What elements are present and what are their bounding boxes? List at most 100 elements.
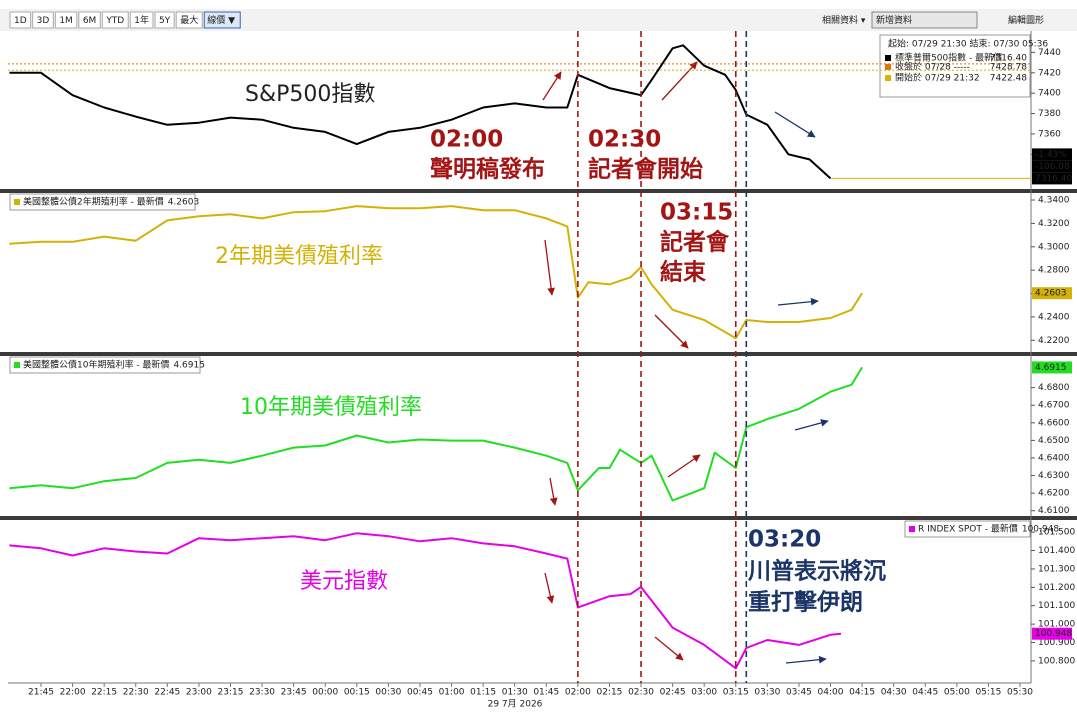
- event-caption: 結束: [660, 259, 707, 286]
- range-button[interactable]: 1D: [9, 11, 32, 29]
- range-button[interactable]: 最大: [175, 11, 203, 29]
- legend-swatch: [14, 199, 20, 205]
- y-tick-label: 4.2400: [1038, 312, 1070, 322]
- range-button-label: YTD: [105, 16, 124, 26]
- series-line: [9, 44, 832, 180]
- y-tick-label: 7400: [1038, 89, 1061, 99]
- y-tick-label: 4.6700: [1038, 401, 1070, 411]
- related-button[interactable]: 相關資料 ▾: [822, 14, 866, 26]
- x-tick-label: 01:45: [533, 688, 559, 698]
- add-data-input[interactable]: 新增資料: [876, 14, 912, 26]
- legend-swatch: [885, 64, 891, 70]
- range-button[interactable]: YTD: [101, 11, 129, 29]
- y-tick-label: 101.300: [1038, 564, 1075, 574]
- last-value-label: 100.948: [1035, 629, 1072, 639]
- last-value-label: 4.2603: [1035, 289, 1067, 299]
- event-caption: 聲明稿發布: [430, 156, 545, 183]
- y-tick-label: 4.6800: [1038, 383, 1070, 393]
- add-data-box: [871, 11, 978, 29]
- x-tick-label: 22:45: [154, 688, 180, 698]
- legend-entry: 美國整體公債2年期殖利率 - 最新價: [23, 196, 164, 208]
- y-tick-label: 100.800: [1038, 656, 1075, 666]
- y-tick-label: 7420: [1038, 68, 1061, 78]
- y-tick-label: 4.6500: [1038, 436, 1070, 446]
- event-time: 02:00: [430, 127, 503, 153]
- x-tick-label: 04:45: [912, 688, 938, 698]
- y-tick-label: 4.2800: [1038, 266, 1070, 276]
- legend-entry: 收盤於 07/28 -----: [895, 61, 970, 73]
- panel-title: S&P500指數: [245, 82, 375, 107]
- event-caption: 記者會: [660, 229, 730, 256]
- x-tick-label: 01:15: [470, 688, 496, 698]
- range-button[interactable]: 5Y: [154, 11, 175, 29]
- range-button[interactable]: 3D: [32, 11, 54, 29]
- range-button-label: 1D: [14, 16, 27, 26]
- series-line: [9, 366, 863, 502]
- legend-box: [9, 193, 196, 211]
- range-button-box: [129, 11, 154, 29]
- panel-title: 2年期美債殖利率: [215, 244, 383, 269]
- range-button[interactable]: 6M: [78, 11, 101, 29]
- x-tick-label: 23:00: [186, 688, 212, 698]
- x-tick-label: 02:15: [596, 688, 622, 698]
- last-value-box: [1032, 287, 1072, 300]
- range-button-box: [32, 11, 54, 29]
- change-label: -1.43%: [1035, 150, 1067, 160]
- x-tick-label: 22:15: [91, 688, 117, 698]
- y-tick-label: 101.400: [1038, 546, 1075, 556]
- y-tick-label: 101.100: [1038, 601, 1075, 611]
- last-value-label: 7316.40: [1035, 174, 1072, 184]
- legend-box: [904, 520, 1031, 538]
- series-line: [9, 532, 842, 670]
- x-tick-label: 04:30: [881, 688, 907, 698]
- panel-separator: [0, 352, 1077, 356]
- range-button[interactable]: 1M: [54, 11, 78, 29]
- legend-entry: 開始於 07/29 21:32: [895, 72, 980, 84]
- y-tick-label: 7440: [1038, 48, 1061, 58]
- event-time: 03:20: [748, 527, 821, 553]
- event-caption: 川普表示將沉: [748, 558, 886, 585]
- mode-button: 線價 ▼: [207, 14, 235, 26]
- y-tick-label: 4.3400: [1038, 196, 1070, 206]
- x-tick-label: 22:30: [123, 688, 149, 698]
- x-tick-label: 03:45: [786, 688, 812, 698]
- toolbar: [0, 9, 1077, 31]
- legend-value: 7316.40: [990, 54, 1027, 64]
- x-tick-label: 02:30: [628, 688, 654, 698]
- legend-entry: 標準普爾500指數 - 最新價: [895, 52, 1002, 64]
- y-tick-label: 7380: [1038, 109, 1061, 119]
- range-button[interactable]: 1年: [129, 11, 154, 29]
- range-button-label: 1年: [134, 14, 149, 26]
- event-caption: 記者會開始: [588, 156, 703, 183]
- x-tick-label: 00:45: [407, 688, 433, 698]
- x-tick-label: 00:30: [375, 688, 401, 698]
- x-tick-label: 05:00: [944, 688, 970, 698]
- range-button-box: [175, 11, 203, 29]
- legend-swatch: [885, 55, 891, 61]
- panel-separator: [0, 189, 1077, 193]
- x-tick-label: 04:15: [849, 688, 875, 698]
- range-button-label: 3D: [37, 16, 50, 26]
- legend-swatch: [14, 362, 20, 368]
- last-value-label: 4.6915: [1035, 363, 1067, 373]
- range-button-label: 5Y: [159, 16, 171, 26]
- legend-box: [9, 356, 201, 374]
- y-tick-label: 101.200: [1038, 583, 1075, 593]
- panel-separator: [0, 516, 1077, 520]
- mode-button-box[interactable]: [203, 11, 241, 29]
- change-box: [1032, 160, 1072, 173]
- x-tick-label: 00:00: [312, 688, 338, 698]
- y-tick-label: 4.6600: [1038, 418, 1070, 428]
- series-line: [9, 205, 863, 340]
- edit-button[interactable]: 編輯圖形: [1008, 14, 1044, 26]
- x-tick-label: 21:45: [28, 688, 54, 698]
- legend-entry: 美國整體公債10年期殖利率 - 最新價: [23, 359, 169, 371]
- x-tick-label: 02:45: [660, 688, 686, 698]
- legend-value: 100.948: [1022, 525, 1059, 535]
- event-time: 02:30: [588, 127, 661, 153]
- x-tick-label: 01:30: [502, 688, 528, 698]
- last-value-box: [1032, 627, 1072, 640]
- y-tick-label: 4.6100: [1038, 506, 1070, 516]
- y-tick-label: 101.500: [1038, 528, 1075, 538]
- y-tick-label: 4.3200: [1038, 219, 1070, 229]
